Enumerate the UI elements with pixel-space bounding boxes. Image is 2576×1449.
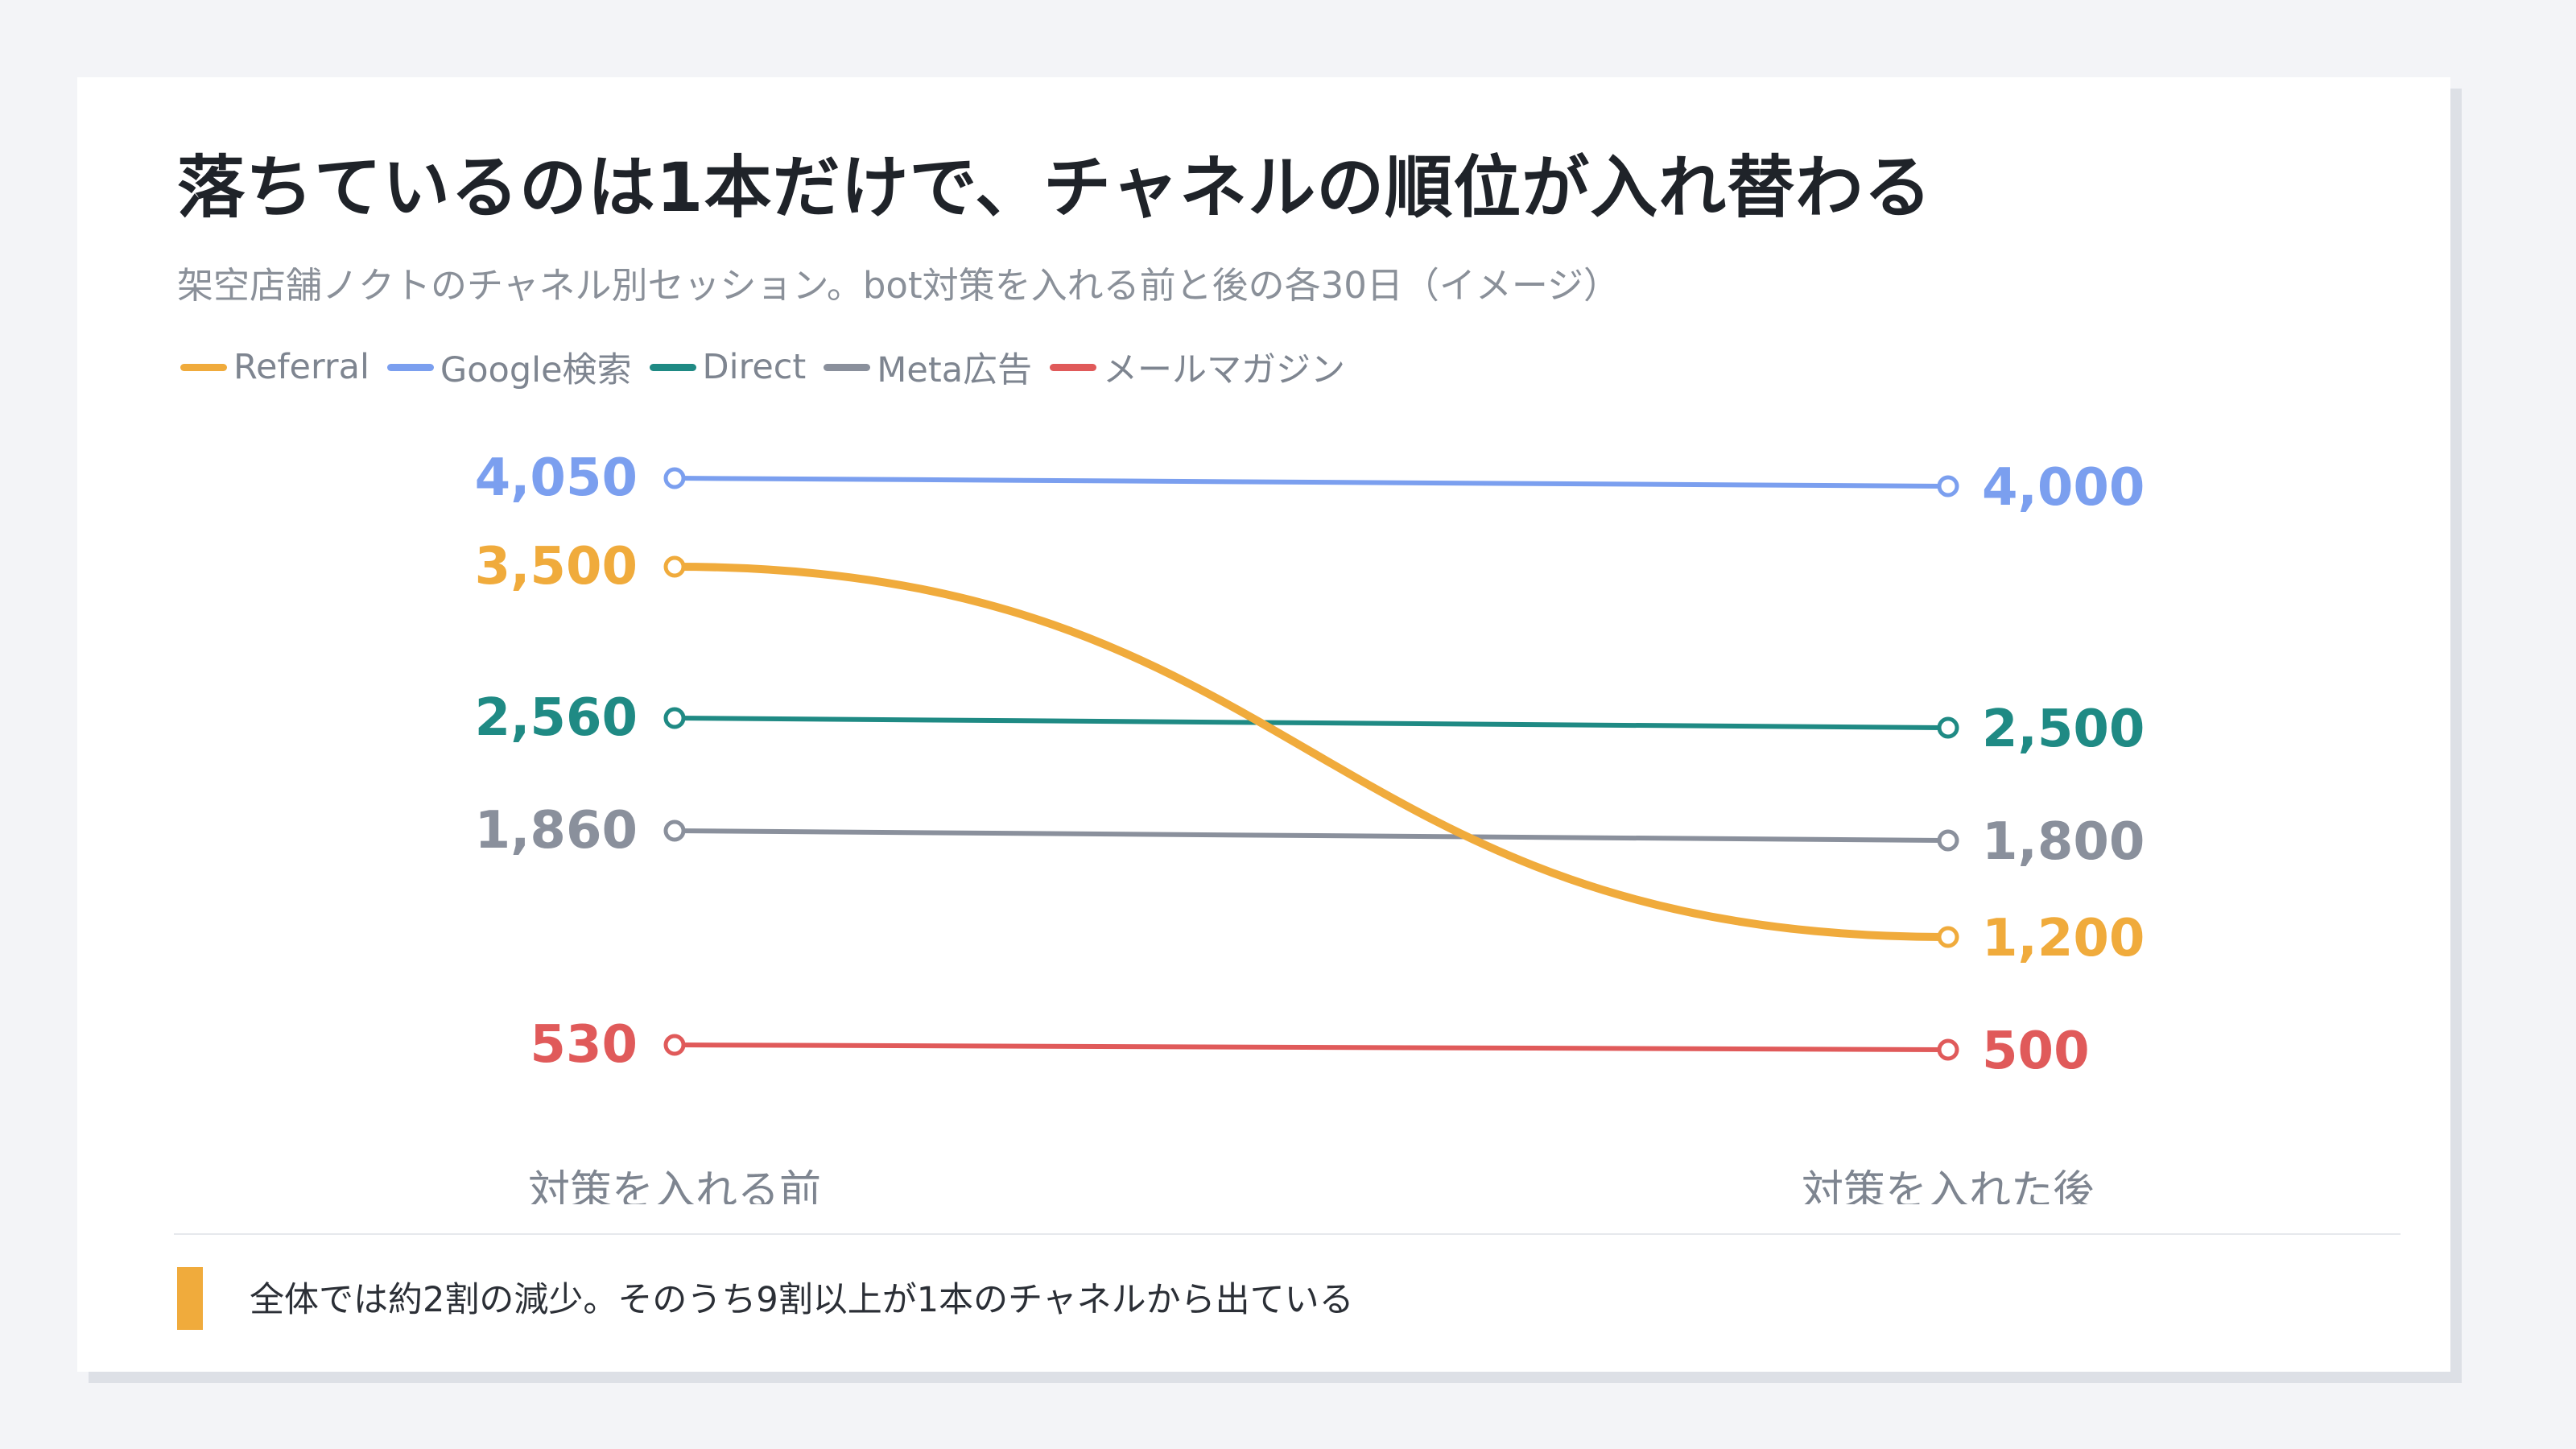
chart-title: 落ちているのは1本だけで、チャネルの順位が入れ替わる bbox=[177, 148, 1933, 227]
legend-item-google: Google検索 bbox=[386, 342, 632, 392]
x-axis-label-before: 対策を入れる前 bbox=[528, 1167, 821, 1204]
data-point-google-before bbox=[663, 467, 686, 489]
data-label-google-after: 4,000 bbox=[1982, 458, 2145, 518]
legend-label: Referral bbox=[233, 347, 369, 387]
footer-divider bbox=[174, 1233, 2401, 1235]
data-point-series-4-before bbox=[663, 1034, 686, 1056]
data-label-referral-after: 1,200 bbox=[1982, 909, 2145, 968]
legend-label: Google検索 bbox=[440, 350, 632, 390]
data-point-direct-after bbox=[1937, 716, 1959, 739]
data-label-direct-after: 2,500 bbox=[1982, 700, 2145, 759]
data-point-google-after bbox=[1937, 475, 1959, 497]
legend-label: Direct bbox=[702, 347, 807, 387]
legend-label: メールマガジン bbox=[1103, 350, 1346, 390]
data-label-referral-before: 3,500 bbox=[475, 537, 638, 597]
legend-swatch bbox=[649, 363, 696, 371]
x-axis-label-after: 対策を入れた後 bbox=[1802, 1167, 2095, 1204]
data-label-meta-before: 1,860 bbox=[475, 801, 638, 861]
data-point-direct-before bbox=[663, 707, 686, 729]
series-line-series-4 bbox=[672, 1042, 1951, 1052]
legend-item-meta: Meta広告 bbox=[824, 342, 1032, 392]
data-point-referral-after bbox=[1937, 926, 1959, 948]
legend-swatch bbox=[180, 363, 227, 371]
slope-chart: 4,050 4,000 2,560 2,500 1,860 1,800 530 500 3,50… bbox=[475, 448, 2145, 1204]
series-line-referral bbox=[671, 563, 1952, 941]
data-point-meta-after bbox=[1937, 829, 1959, 852]
data-point-referral-before bbox=[663, 555, 686, 578]
data-label-series-4-after: 500 bbox=[1982, 1022, 2090, 1081]
legend-item-direct: Direct bbox=[649, 347, 807, 387]
chart-legend: Referral Google検索 Direct Meta広告 メールマガジン bbox=[180, 343, 1363, 391]
note-accent-bar bbox=[177, 1267, 203, 1330]
data-label-meta-after: 1,800 bbox=[1982, 812, 2145, 872]
legend-item-referral: Referral bbox=[180, 347, 369, 387]
data-label-google-before: 4,050 bbox=[475, 448, 638, 508]
footer-note: 全体では約2割の減少。そのうち9割以上が1本のチャネルから出ている bbox=[250, 1280, 1354, 1320]
data-label-direct-before: 2,560 bbox=[475, 688, 638, 748]
series-line-meta bbox=[672, 828, 1951, 843]
legend-item-series-4: メールマガジン bbox=[1050, 342, 1345, 392]
chart-card: 落ちているのは1本だけで、チャネルの順位が入れ替わる 架空店舗ノクトのチャネル別… bbox=[77, 77, 2450, 1372]
legend-swatch bbox=[824, 363, 871, 371]
chart-subtitle: 架空店舗ノクトのチャネル別セッション。bot対策を入れる前と後の各30日（イメー… bbox=[177, 264, 1620, 307]
data-point-series-4-after bbox=[1937, 1038, 1959, 1061]
data-label-series-4-before: 530 bbox=[530, 1015, 638, 1075]
data-point-meta-before bbox=[663, 819, 686, 842]
legend-swatch bbox=[386, 363, 434, 371]
legend-swatch bbox=[1050, 363, 1097, 371]
series-line-google bbox=[672, 476, 1951, 489]
series-line-direct bbox=[672, 716, 1951, 730]
legend-label: Meta広告 bbox=[877, 350, 1033, 390]
